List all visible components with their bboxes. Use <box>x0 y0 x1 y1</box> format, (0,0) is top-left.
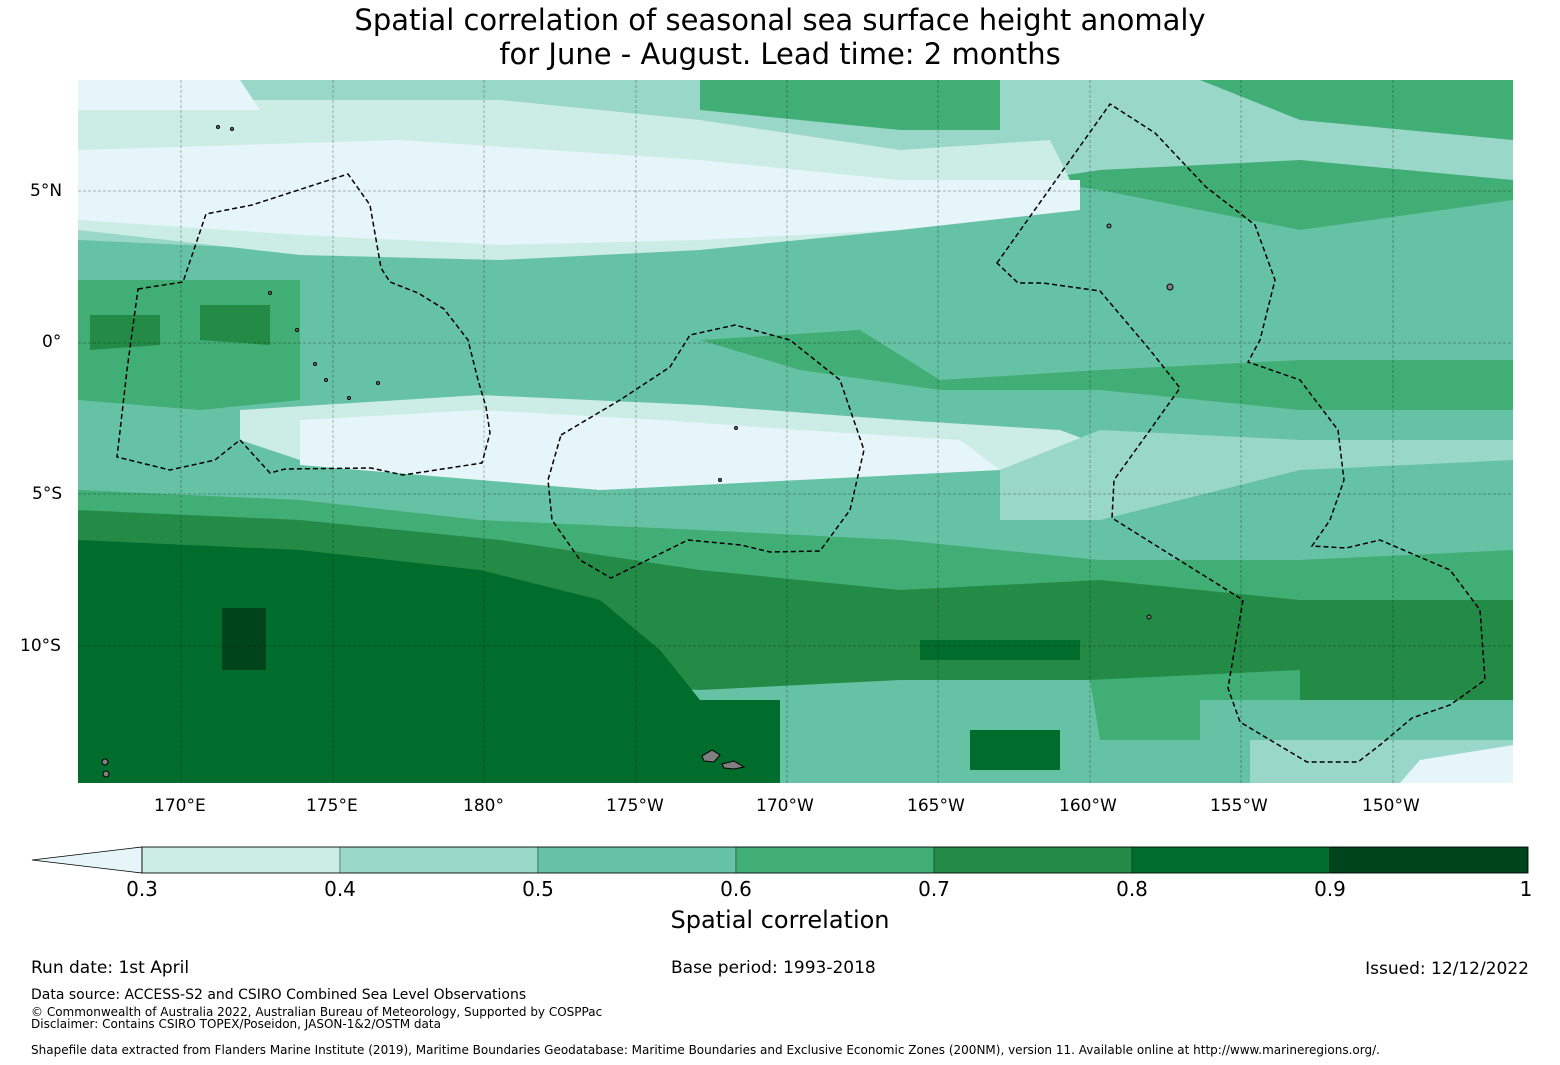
lon-label-175e: 175°E <box>306 796 358 816</box>
copyright: © Commonwealth of Australia 2022, Austra… <box>31 1005 603 1019</box>
map-title-line-2: for June - August. Lead time: 2 months <box>499 37 1061 71</box>
island-samoa-savaii <box>721 760 746 770</box>
data-source: Data source: ACCESS-S2 and CSIRO Combine… <box>31 987 527 1003</box>
colorbar-tick-0.8: 0.8 <box>1116 877 1148 901</box>
colorbar-segment <box>339 846 539 874</box>
map-gridlines <box>78 80 1513 783</box>
island <box>347 396 351 400</box>
lon-label-160w: 160°W <box>1059 796 1117 816</box>
eez-boundary-east <box>996 102 1486 763</box>
colorbar-tick-0.4: 0.4 <box>324 877 356 901</box>
disclaimer: Disclaimer: Contains CSIRO TOPEX/Poseido… <box>31 1017 441 1031</box>
island <box>268 291 272 295</box>
correlation-field <box>78 80 1513 783</box>
island <box>295 328 299 332</box>
island <box>1166 283 1174 291</box>
island <box>102 770 110 778</box>
lat-label-5s: 5°S <box>32 484 63 504</box>
island <box>313 362 317 366</box>
colorbar-outline <box>141 846 1529 874</box>
eez-boundary-west <box>116 173 491 476</box>
lon-label-165w: 165°W <box>907 796 965 816</box>
island <box>1146 614 1152 620</box>
island-samoa-upolu <box>701 749 721 763</box>
run-date: Run date: 1st April <box>31 958 190 978</box>
island <box>324 378 328 382</box>
island <box>376 381 380 385</box>
colorbar-segment <box>1329 846 1529 874</box>
colorbar-tick-0.5: 0.5 <box>522 877 554 901</box>
island <box>101 758 109 766</box>
colorbar-tick-0.3: 0.3 <box>126 877 158 901</box>
shapefile-credit: Shapefile data extracted from Flanders M… <box>31 1043 1380 1057</box>
lon-label-155w: 155°W <box>1210 796 1268 816</box>
island <box>216 125 220 129</box>
base-period: Base period: 1993-2018 <box>671 958 876 978</box>
map-title-line-1: Spatial correlation of seasonal sea surf… <box>354 3 1206 37</box>
lat-label-0: 0° <box>42 332 62 352</box>
issued-date: Issued: 12/12/2022 <box>1365 959 1529 979</box>
lon-label-150w: 150°W <box>1362 796 1420 816</box>
colorbar <box>31 846 1529 874</box>
colorbar-segment <box>537 846 737 874</box>
colorbar-tick-0.6: 0.6 <box>720 877 752 901</box>
island <box>1106 223 1112 229</box>
colorbar-segment <box>933 846 1133 874</box>
lon-label-180: 180° <box>463 796 504 816</box>
colorbar-title: Spatial correlation <box>670 906 890 934</box>
colorbar-segment <box>1131 846 1331 874</box>
island <box>230 127 234 131</box>
eez-boundaries <box>116 102 1486 763</box>
lat-label-5n: 5°N <box>30 181 63 201</box>
colorbar-tick-1: 1 <box>1519 877 1533 901</box>
coastlines <box>101 125 1174 778</box>
lon-label-170w: 170°W <box>756 796 814 816</box>
lon-label-170e: 170°E <box>154 796 206 816</box>
colorbar-segment <box>735 846 935 874</box>
colorbar-tick-0.9: 0.9 <box>1314 877 1346 901</box>
lat-label-10s: 10°S <box>20 636 61 656</box>
island <box>734 426 738 430</box>
lon-label-175w: 175°W <box>606 796 664 816</box>
island <box>718 478 722 482</box>
colorbar-extend-min <box>31 846 143 874</box>
colorbar-segment <box>141 846 341 874</box>
colorbar-tick-0.7: 0.7 <box>918 877 950 901</box>
